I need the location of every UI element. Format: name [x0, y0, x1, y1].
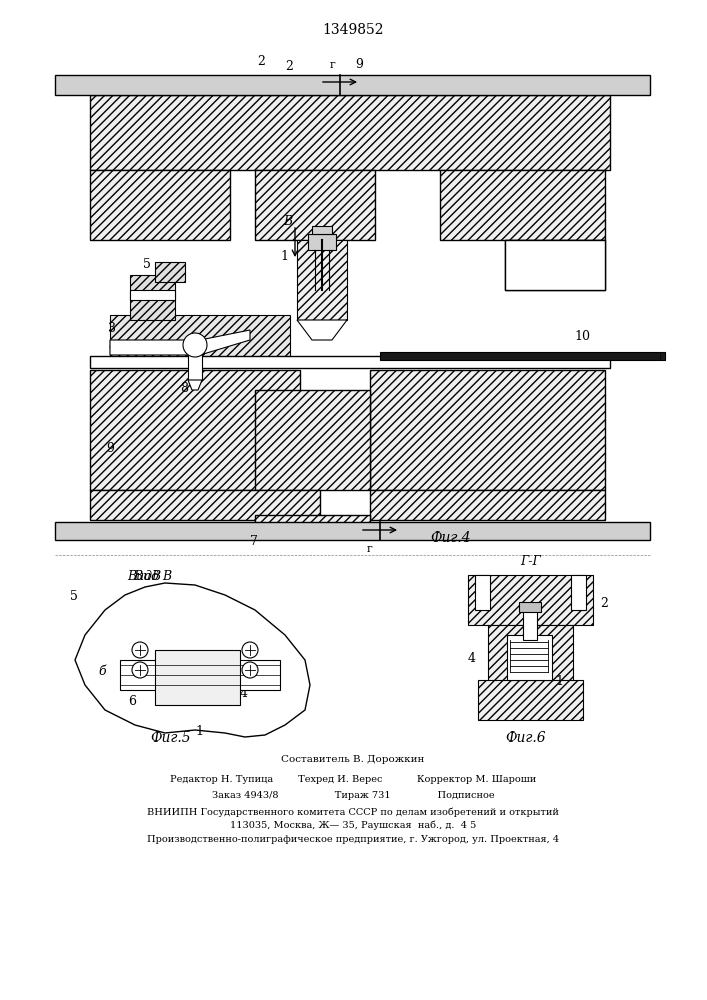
Polygon shape — [297, 320, 347, 340]
Text: 1: 1 — [280, 250, 288, 263]
Bar — [255, 390, 370, 490]
Bar — [297, 240, 347, 320]
Text: 113035, Москва, Ж— 35, Раушская  наб., д.  4 5: 113035, Москва, Ж— 35, Раушская наб., д.… — [230, 820, 476, 830]
Polygon shape — [188, 380, 202, 390]
Polygon shape — [660, 352, 665, 360]
Text: 7: 7 — [250, 535, 258, 548]
Bar — [312, 226, 332, 234]
Bar — [475, 575, 490, 610]
Bar — [155, 262, 185, 282]
Bar — [380, 352, 665, 360]
Bar — [90, 370, 300, 490]
Bar — [90, 490, 320, 520]
Text: Редактор Н. Тупица        Техред И. Верес           Корректор М. Шароши: Редактор Н. Тупица Техред И. Верес Корре… — [170, 776, 536, 784]
Text: Вид В: Вид В — [130, 570, 172, 583]
Polygon shape — [75, 583, 310, 737]
Text: 5: 5 — [143, 258, 151, 271]
Text: 2: 2 — [257, 55, 265, 68]
Bar — [440, 170, 605, 240]
Bar — [478, 680, 583, 720]
Bar — [155, 650, 240, 705]
Bar — [571, 575, 586, 610]
Circle shape — [183, 333, 207, 357]
Text: 9: 9 — [106, 442, 114, 455]
Bar — [519, 602, 541, 612]
Text: Фиг.4: Фиг.4 — [430, 531, 471, 545]
Bar — [130, 275, 175, 320]
Bar — [523, 610, 537, 640]
Bar — [308, 234, 336, 250]
Text: г: г — [367, 544, 373, 554]
Text: 1349852: 1349852 — [322, 23, 384, 37]
Text: Составитель В. Дорожкин: Составитель В. Дорожкин — [281, 756, 425, 764]
Bar — [488, 625, 573, 685]
Bar — [90, 95, 610, 170]
Bar — [120, 660, 280, 690]
Text: 2: 2 — [285, 60, 293, 73]
Bar — [505, 240, 605, 290]
Text: 5: 5 — [70, 590, 78, 603]
Bar — [370, 490, 605, 520]
Text: Заказ 4943/8                  Тираж 731               Подписное: Заказ 4943/8 Тираж 731 Подписное — [211, 790, 494, 800]
Circle shape — [242, 662, 258, 678]
Circle shape — [242, 642, 258, 658]
Bar — [505, 240, 605, 290]
Bar — [55, 75, 650, 95]
Text: 3: 3 — [108, 322, 116, 335]
Bar — [90, 356, 610, 368]
Text: Фиг.6: Фиг.6 — [505, 731, 546, 745]
Circle shape — [132, 642, 148, 658]
Circle shape — [132, 662, 148, 678]
Text: б: б — [98, 665, 105, 678]
Text: 4: 4 — [468, 652, 476, 665]
Text: 1: 1 — [555, 675, 563, 688]
Bar — [468, 575, 593, 625]
Text: г: г — [330, 60, 336, 70]
Text: ВНИИПН Государственного комитета СССР по делам изобретений и открытий: ВНИИПН Государственного комитета СССР по… — [147, 807, 559, 817]
Text: 4: 4 — [240, 687, 248, 700]
Text: 8: 8 — [180, 382, 188, 395]
Bar — [90, 170, 230, 240]
Bar — [110, 315, 290, 360]
Text: В: В — [283, 215, 292, 228]
Text: Производственно-полиграфическое предприятие, г. Ужгород, ул. Проектная, 4: Производственно-полиграфическое предприя… — [147, 836, 559, 844]
Text: 6: 6 — [128, 695, 136, 708]
Bar — [255, 515, 370, 530]
Bar — [370, 370, 605, 490]
Text: б: б — [108, 340, 116, 353]
Text: 10: 10 — [574, 330, 590, 343]
Text: ВидВ: ВидВ — [127, 570, 161, 583]
Bar — [130, 290, 175, 300]
Bar — [55, 522, 650, 540]
Polygon shape — [110, 330, 250, 355]
Bar — [188, 345, 202, 380]
Text: 4: 4 — [175, 264, 183, 277]
Text: 1: 1 — [195, 725, 203, 738]
Bar — [507, 635, 552, 680]
Text: Г-Г: Г-Г — [520, 555, 541, 568]
Text: 2: 2 — [600, 597, 608, 610]
Text: Фиг.5: Фиг.5 — [150, 731, 191, 745]
Bar — [255, 170, 375, 240]
Text: 9: 9 — [355, 58, 363, 71]
